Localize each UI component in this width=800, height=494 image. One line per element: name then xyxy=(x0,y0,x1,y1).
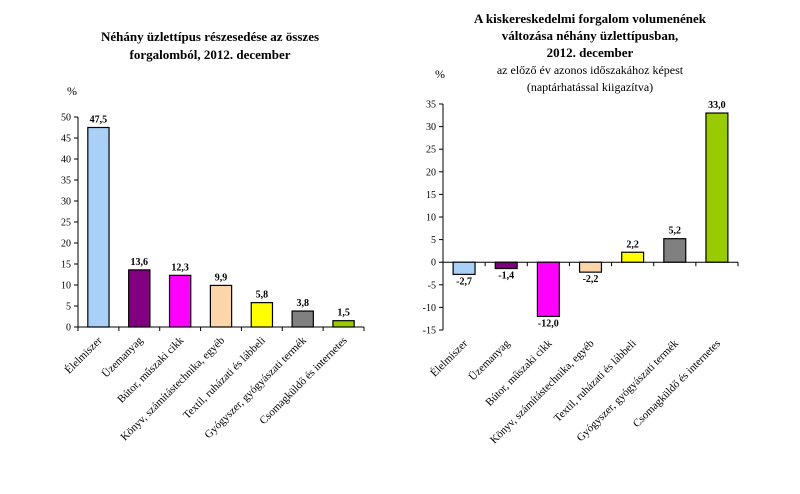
right-chart-bar xyxy=(663,238,687,263)
left-chart-data-label: 1,5 xyxy=(337,308,350,319)
left-chart-data-label: 13,6 xyxy=(131,257,149,268)
left-chart-y-tick-label: 30 xyxy=(61,197,71,208)
left-chart-bar xyxy=(291,310,314,328)
left-chart-y-tick-label: 25 xyxy=(61,218,71,229)
right-chart-y-tick-label: 15 xyxy=(426,190,436,201)
right-chart-bar xyxy=(705,112,729,263)
left-chart-title-line-1: Néhány üzlettípus részesedése az összes xyxy=(100,29,320,44)
left-chart-bar xyxy=(87,126,110,328)
right-chart-data-label: -12,0 xyxy=(538,318,559,329)
right-chart-bar xyxy=(494,261,518,270)
left-chart-bar xyxy=(209,284,233,328)
right-chart-y-tick-label: 20 xyxy=(426,167,436,178)
left-chart-bar xyxy=(168,274,192,328)
right-chart-data-label: -2,7 xyxy=(456,276,472,287)
right-chart-title-line-3: 2012. december xyxy=(546,45,634,60)
right-chart-bar xyxy=(536,261,560,318)
right-chart-data-label: 33,0 xyxy=(708,100,726,111)
left-chart-y-tick-label: 15 xyxy=(61,260,71,271)
right-chart-y-tick-label: 5 xyxy=(431,235,436,246)
right-chart-bar xyxy=(578,261,603,273)
right-chart-bar xyxy=(452,261,476,276)
left-chart-y-tick-label: 10 xyxy=(61,281,71,292)
right-chart-y-tick-label: 30 xyxy=(426,122,436,133)
left-chart-category-label: Csomagküldő és internetes xyxy=(257,335,349,427)
right-chart-title-line-2: változása néhány üzlettípusban, xyxy=(501,28,679,43)
left-chart-data-label: 12,3 xyxy=(171,262,189,273)
right-chart-data-label: 2,2 xyxy=(626,239,639,250)
left-chart-y-unit: % xyxy=(67,84,77,98)
left-chart-data-label: 3,8 xyxy=(296,298,309,309)
right-chart-subtitle-line-2: (naptárhatással kiigazítva) xyxy=(526,80,654,94)
right-chart-category-label: Csomagküldő és internetes xyxy=(631,338,723,430)
left-chart-bar xyxy=(250,302,274,328)
right-chart-data-label: -2,2 xyxy=(583,274,599,285)
left-chart-y-tick-label: 0 xyxy=(66,323,71,334)
right-chart-data-label: 5,2 xyxy=(669,226,682,237)
right-chart-data-label: -1,4 xyxy=(498,271,514,282)
right-chart-subtitle-line-1: az előző év azonos időszakához képest xyxy=(496,63,684,77)
left-chart-category-label: Élelmiszer xyxy=(63,334,105,376)
right-chart-y-unit: % xyxy=(435,67,445,81)
right-chart-title-line-1: A kiskereskedelmi forgalom volumenének xyxy=(474,11,706,26)
left-chart-y-tick-label: 20 xyxy=(61,239,71,250)
left-chart-category-label: Textil, ruházati és lábbeli xyxy=(181,335,268,422)
right-chart-y-tick-label: 10 xyxy=(426,213,436,224)
right-chart-y-tick-label: 25 xyxy=(426,145,436,156)
left-chart-bar xyxy=(332,320,355,328)
right-chart-category-label: Élelmiszer xyxy=(428,337,470,379)
right-chart-y-tick-label: 35 xyxy=(426,100,436,111)
left-chart-y-tick-label: 35 xyxy=(61,176,71,187)
left-chart-y-tick-label: 50 xyxy=(61,113,71,124)
right-chart-y-tick-label: 0 xyxy=(431,258,436,269)
right-chart-y-tick-label: -10 xyxy=(423,303,436,314)
left-chart-data-label: 9,9 xyxy=(215,272,228,283)
right-chart-y-tick-label: -15 xyxy=(423,326,436,337)
left-chart-bar xyxy=(128,269,151,328)
right-chart-bar xyxy=(621,251,645,263)
right-chart-category-label: Textil, ruházati és lábbeli xyxy=(552,338,639,425)
left-chart-title-line-2: forgalomból, 2012. december xyxy=(129,47,291,62)
left-chart-data-label: 47,5 xyxy=(90,115,108,126)
right-chart-category-label: Üzemanyag xyxy=(467,337,513,383)
left-chart-data-label: 5,8 xyxy=(256,290,269,301)
left-chart-y-tick-label: 40 xyxy=(61,155,71,166)
left-chart-y-tick-label: 5 xyxy=(66,302,71,313)
right-chart-y-tick-label: -5 xyxy=(428,280,436,291)
left-chart-y-tick-label: 45 xyxy=(61,134,71,145)
